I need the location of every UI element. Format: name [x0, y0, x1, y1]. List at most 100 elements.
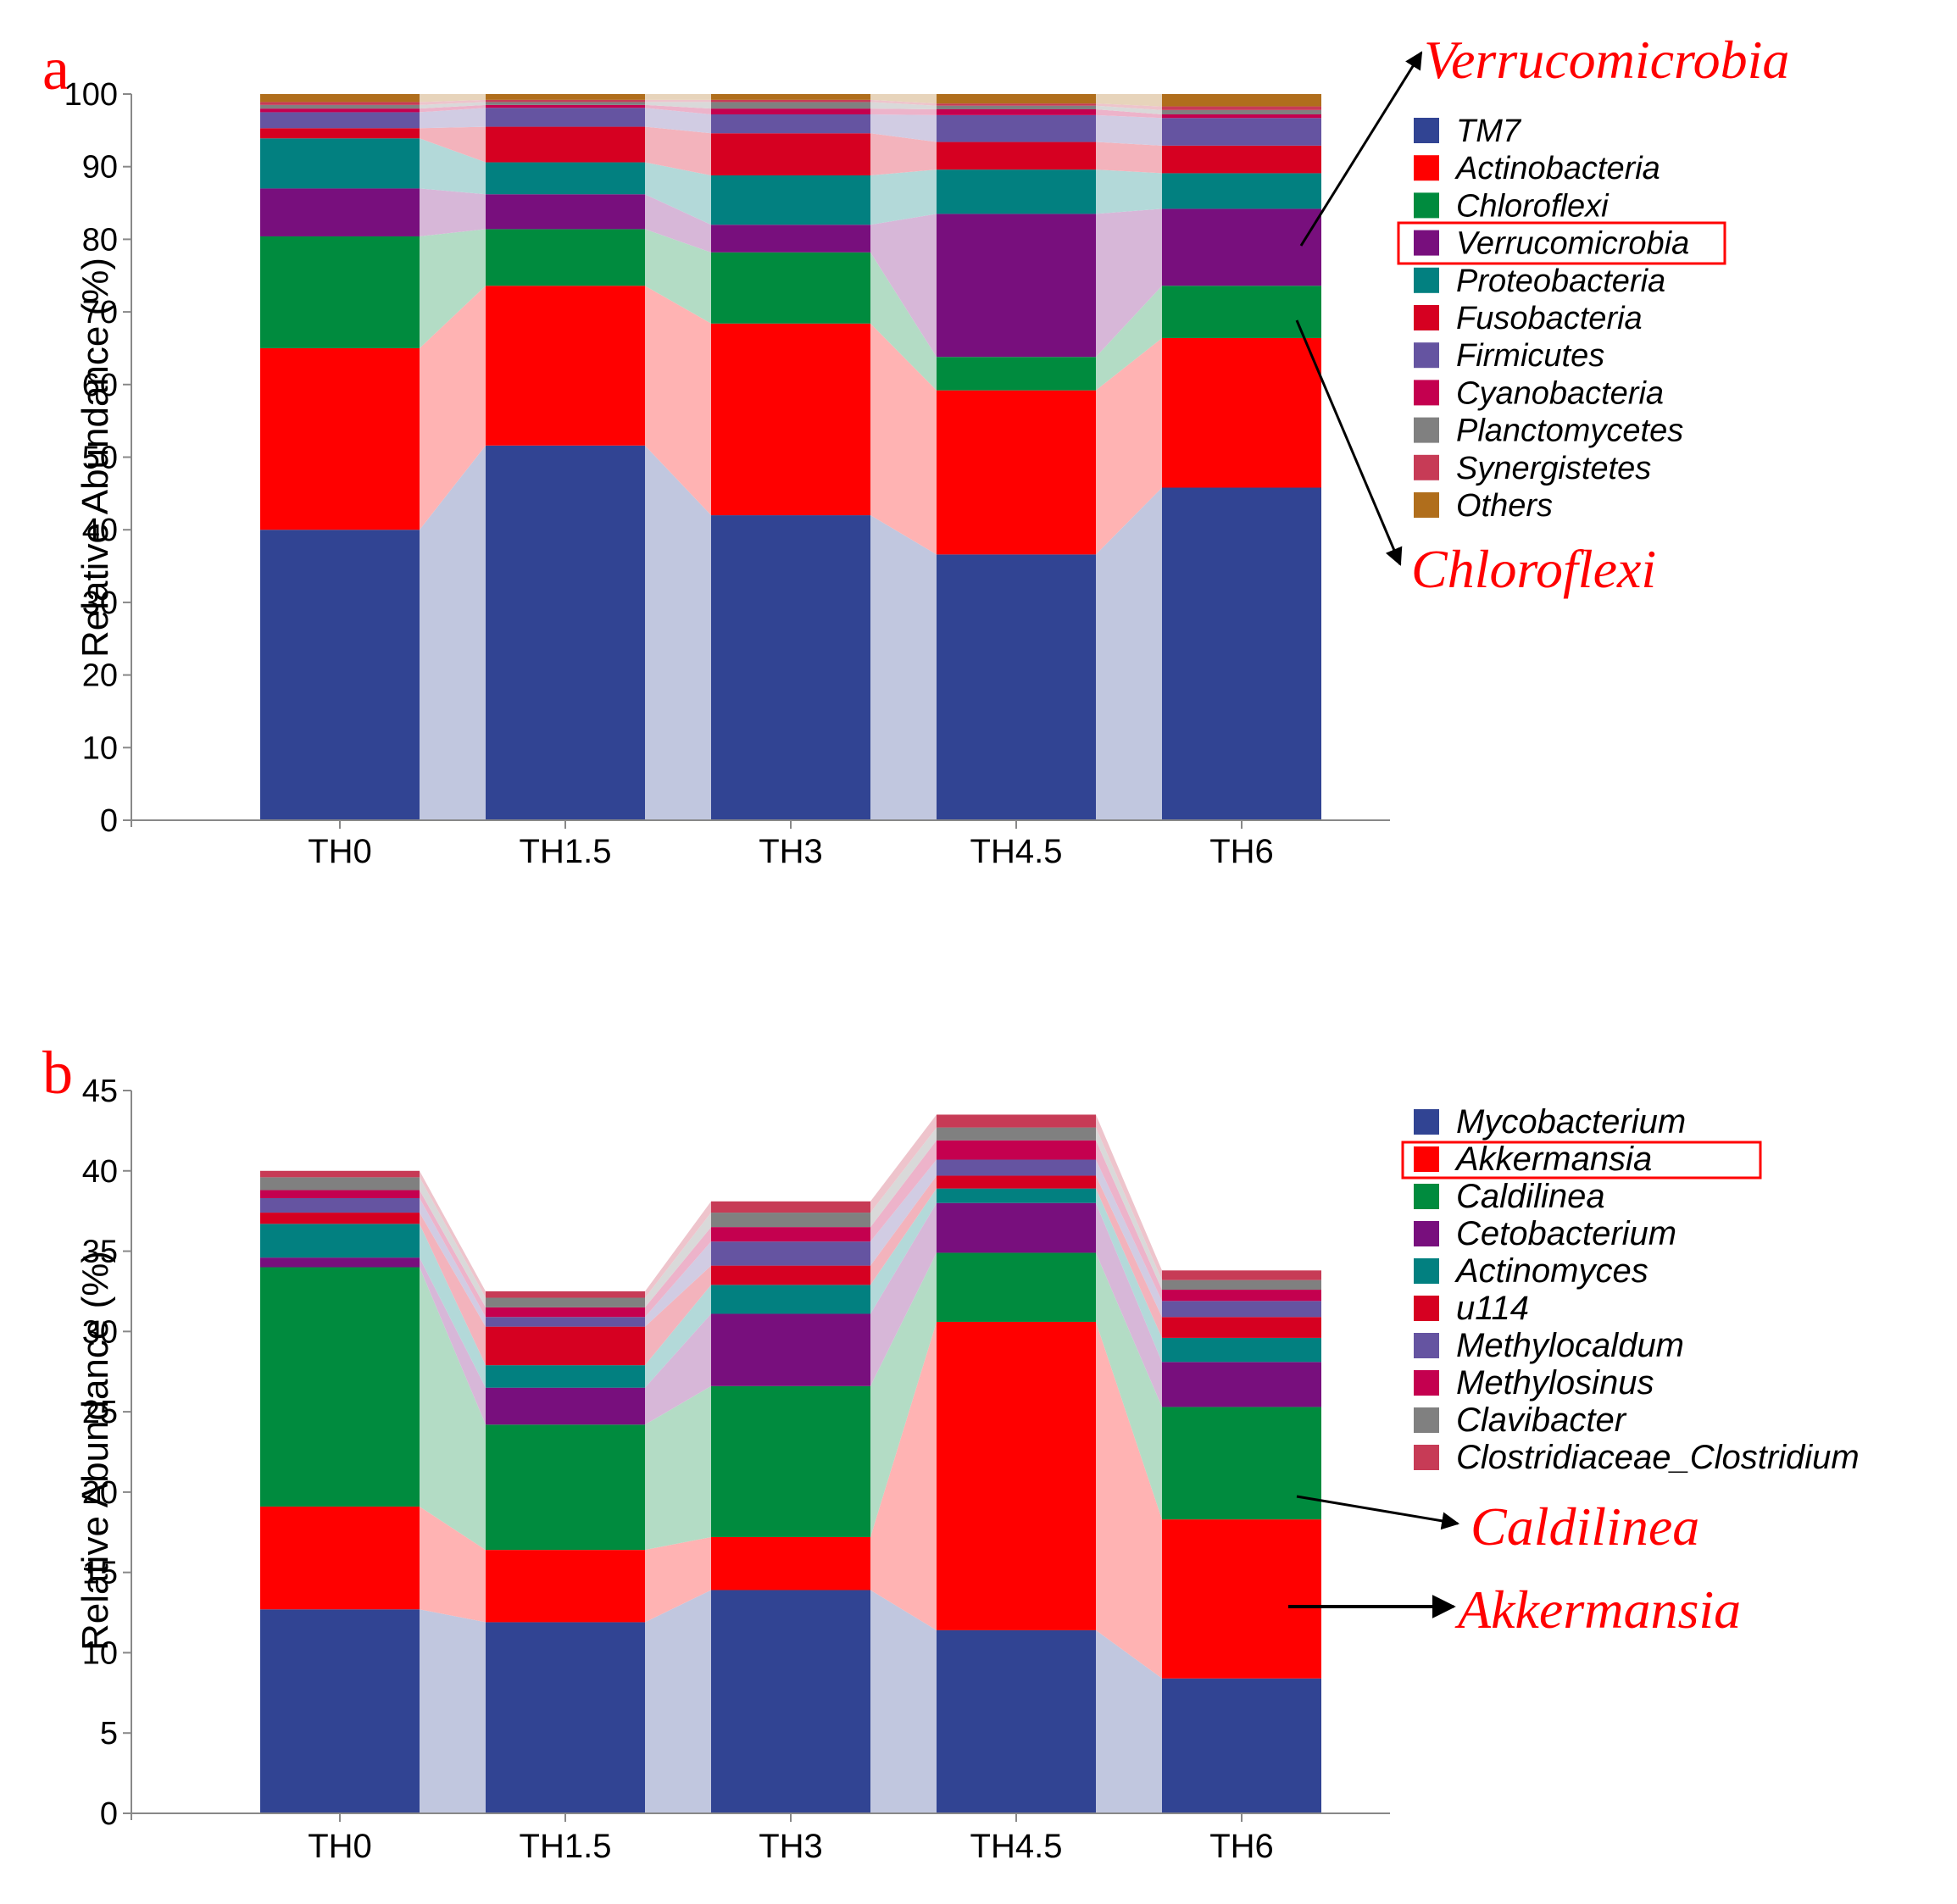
panel-a-arrow-chloroflexi: [1295, 319, 1403, 566]
y-tick-label: 70: [82, 295, 118, 330]
bar-segment: [486, 1297, 645, 1307]
connector-ribbon: [1096, 103, 1162, 110]
x-tick-label: TH1.5: [520, 1828, 612, 1865]
y-tick-label: 15: [82, 1556, 118, 1591]
bar-segment: [260, 1257, 420, 1268]
connector-ribbon: [870, 515, 937, 820]
connector-ribbon: [420, 126, 486, 163]
bar-segment: [1162, 1290, 1321, 1302]
bar-segment: [937, 1114, 1096, 1128]
connector-ribbon: [420, 1198, 486, 1327]
connector-ribbon: [870, 169, 937, 225]
connector-ribbon: [1096, 105, 1162, 114]
x-tick-label: TH4.5: [970, 833, 1063, 870]
connector-ribbon: [420, 102, 486, 109]
bar-segment: [711, 1265, 870, 1285]
bar-segment: [260, 236, 420, 348]
bar-segment: [711, 1201, 870, 1213]
panel-a-legend-highlight-box: [1397, 221, 1726, 265]
panel-a-y-axis-label: Relative Abundance (%): [75, 258, 116, 658]
legend-label: Methylosinus: [1456, 1364, 1654, 1402]
bar-segment: [1162, 1519, 1321, 1679]
bar-segment: [937, 1175, 1096, 1189]
legend-swatch: [1414, 1296, 1439, 1321]
panel-a-arrow-verrucomicrobia: [1299, 51, 1423, 247]
bar-segment: [486, 1365, 645, 1388]
y-tick-label: 30: [82, 586, 118, 621]
bar-segment: [486, 108, 645, 127]
bar-segment: [937, 1629, 1096, 1813]
connector-ribbon: [870, 323, 937, 555]
panel-a-chart: a 0 10 20 30 40 50 60 70 80 90 100 TH0 TH1.5 TH3 TH4.5…: [42, 30, 1789, 870]
bar-segment: [486, 194, 645, 230]
legend-swatch: [1414, 1146, 1439, 1172]
connector-ribbon: [870, 1252, 937, 1537]
legend-label: Others: [1456, 488, 1553, 524]
connector-ribbon: [645, 102, 711, 109]
connector-ribbon: [420, 94, 486, 103]
connector-ribbon: [420, 229, 486, 348]
bar-segment: [711, 99, 870, 103]
bar-segment: [260, 188, 420, 236]
connector-ribbon: [420, 138, 486, 195]
panel-b-arrow-caldilinea: [1296, 1495, 1460, 1530]
legend-swatch: [1414, 342, 1439, 369]
bar-segment: [711, 102, 870, 109]
bar-segment: [1162, 94, 1321, 107]
bar-segment: [260, 347, 420, 530]
bar-segment: [486, 445, 645, 820]
connector-ribbon: [870, 94, 937, 104]
bar-segment: [260, 1224, 420, 1258]
x-tick-label: TH3: [759, 1828, 823, 1865]
connector-ribbon: [645, 1385, 711, 1551]
legend-swatch: [1414, 1370, 1439, 1396]
y-tick-label: 40: [82, 1154, 118, 1190]
bar-segment: [937, 1127, 1096, 1141]
y-tick-label: 90: [82, 150, 118, 186]
bar-segment: [711, 114, 870, 134]
bar-segment: [937, 554, 1096, 820]
panel-b-plot-area: [260, 1114, 1321, 1813]
bar-segment: [260, 102, 420, 105]
bar-segment: [486, 1622, 645, 1813]
legend-swatch: [1414, 267, 1439, 293]
legend-label: u114: [1456, 1290, 1529, 1327]
bar-segment: [711, 1227, 870, 1242]
connector-ribbon: [870, 252, 937, 391]
bar-segment: [486, 94, 645, 100]
y-tick-label: 80: [82, 222, 118, 258]
bar-segment: [1162, 145, 1321, 174]
bar-segment: [486, 1424, 645, 1551]
bar-segment: [937, 105, 1096, 109]
y-tick-label: 20: [82, 1475, 118, 1511]
connector-ribbon: [420, 1257, 486, 1425]
connector-ribbon: [420, 1267, 486, 1551]
connector-ribbon: [645, 286, 711, 516]
connector-ribbon: [870, 1127, 937, 1228]
connector-ribbon: [645, 194, 711, 253]
bar-segment: [486, 99, 645, 103]
legend-swatch: [1414, 1184, 1439, 1209]
bar-segment: [937, 1202, 1096, 1253]
bar-segment: [260, 108, 420, 113]
legend-label: Planctomycetes: [1456, 414, 1683, 449]
legend-swatch: [1414, 417, 1439, 443]
bar-segment: [486, 126, 645, 163]
connector-ribbon: [1096, 487, 1162, 820]
connector-ribbon: [420, 1170, 486, 1298]
legend-label: Methylocaldum: [1456, 1327, 1684, 1364]
connector-ribbon: [870, 214, 937, 358]
bar-segment: [1162, 487, 1321, 820]
bar-segment: [711, 515, 870, 820]
legend-label: Firmicutes: [1456, 338, 1604, 374]
legend-swatch: [1414, 118, 1439, 143]
bar-segment: [486, 1550, 645, 1623]
legend-swatch: [1414, 1445, 1439, 1470]
connector-ribbon: [870, 99, 937, 106]
connector-ribbon: [1096, 1159, 1162, 1318]
bar-segment: [1162, 1270, 1321, 1280]
connector-ribbon: [645, 229, 711, 324]
panel-a-letter: a: [42, 35, 69, 103]
connector-ribbon: [420, 1506, 486, 1623]
connector-ribbon: [870, 1202, 937, 1386]
